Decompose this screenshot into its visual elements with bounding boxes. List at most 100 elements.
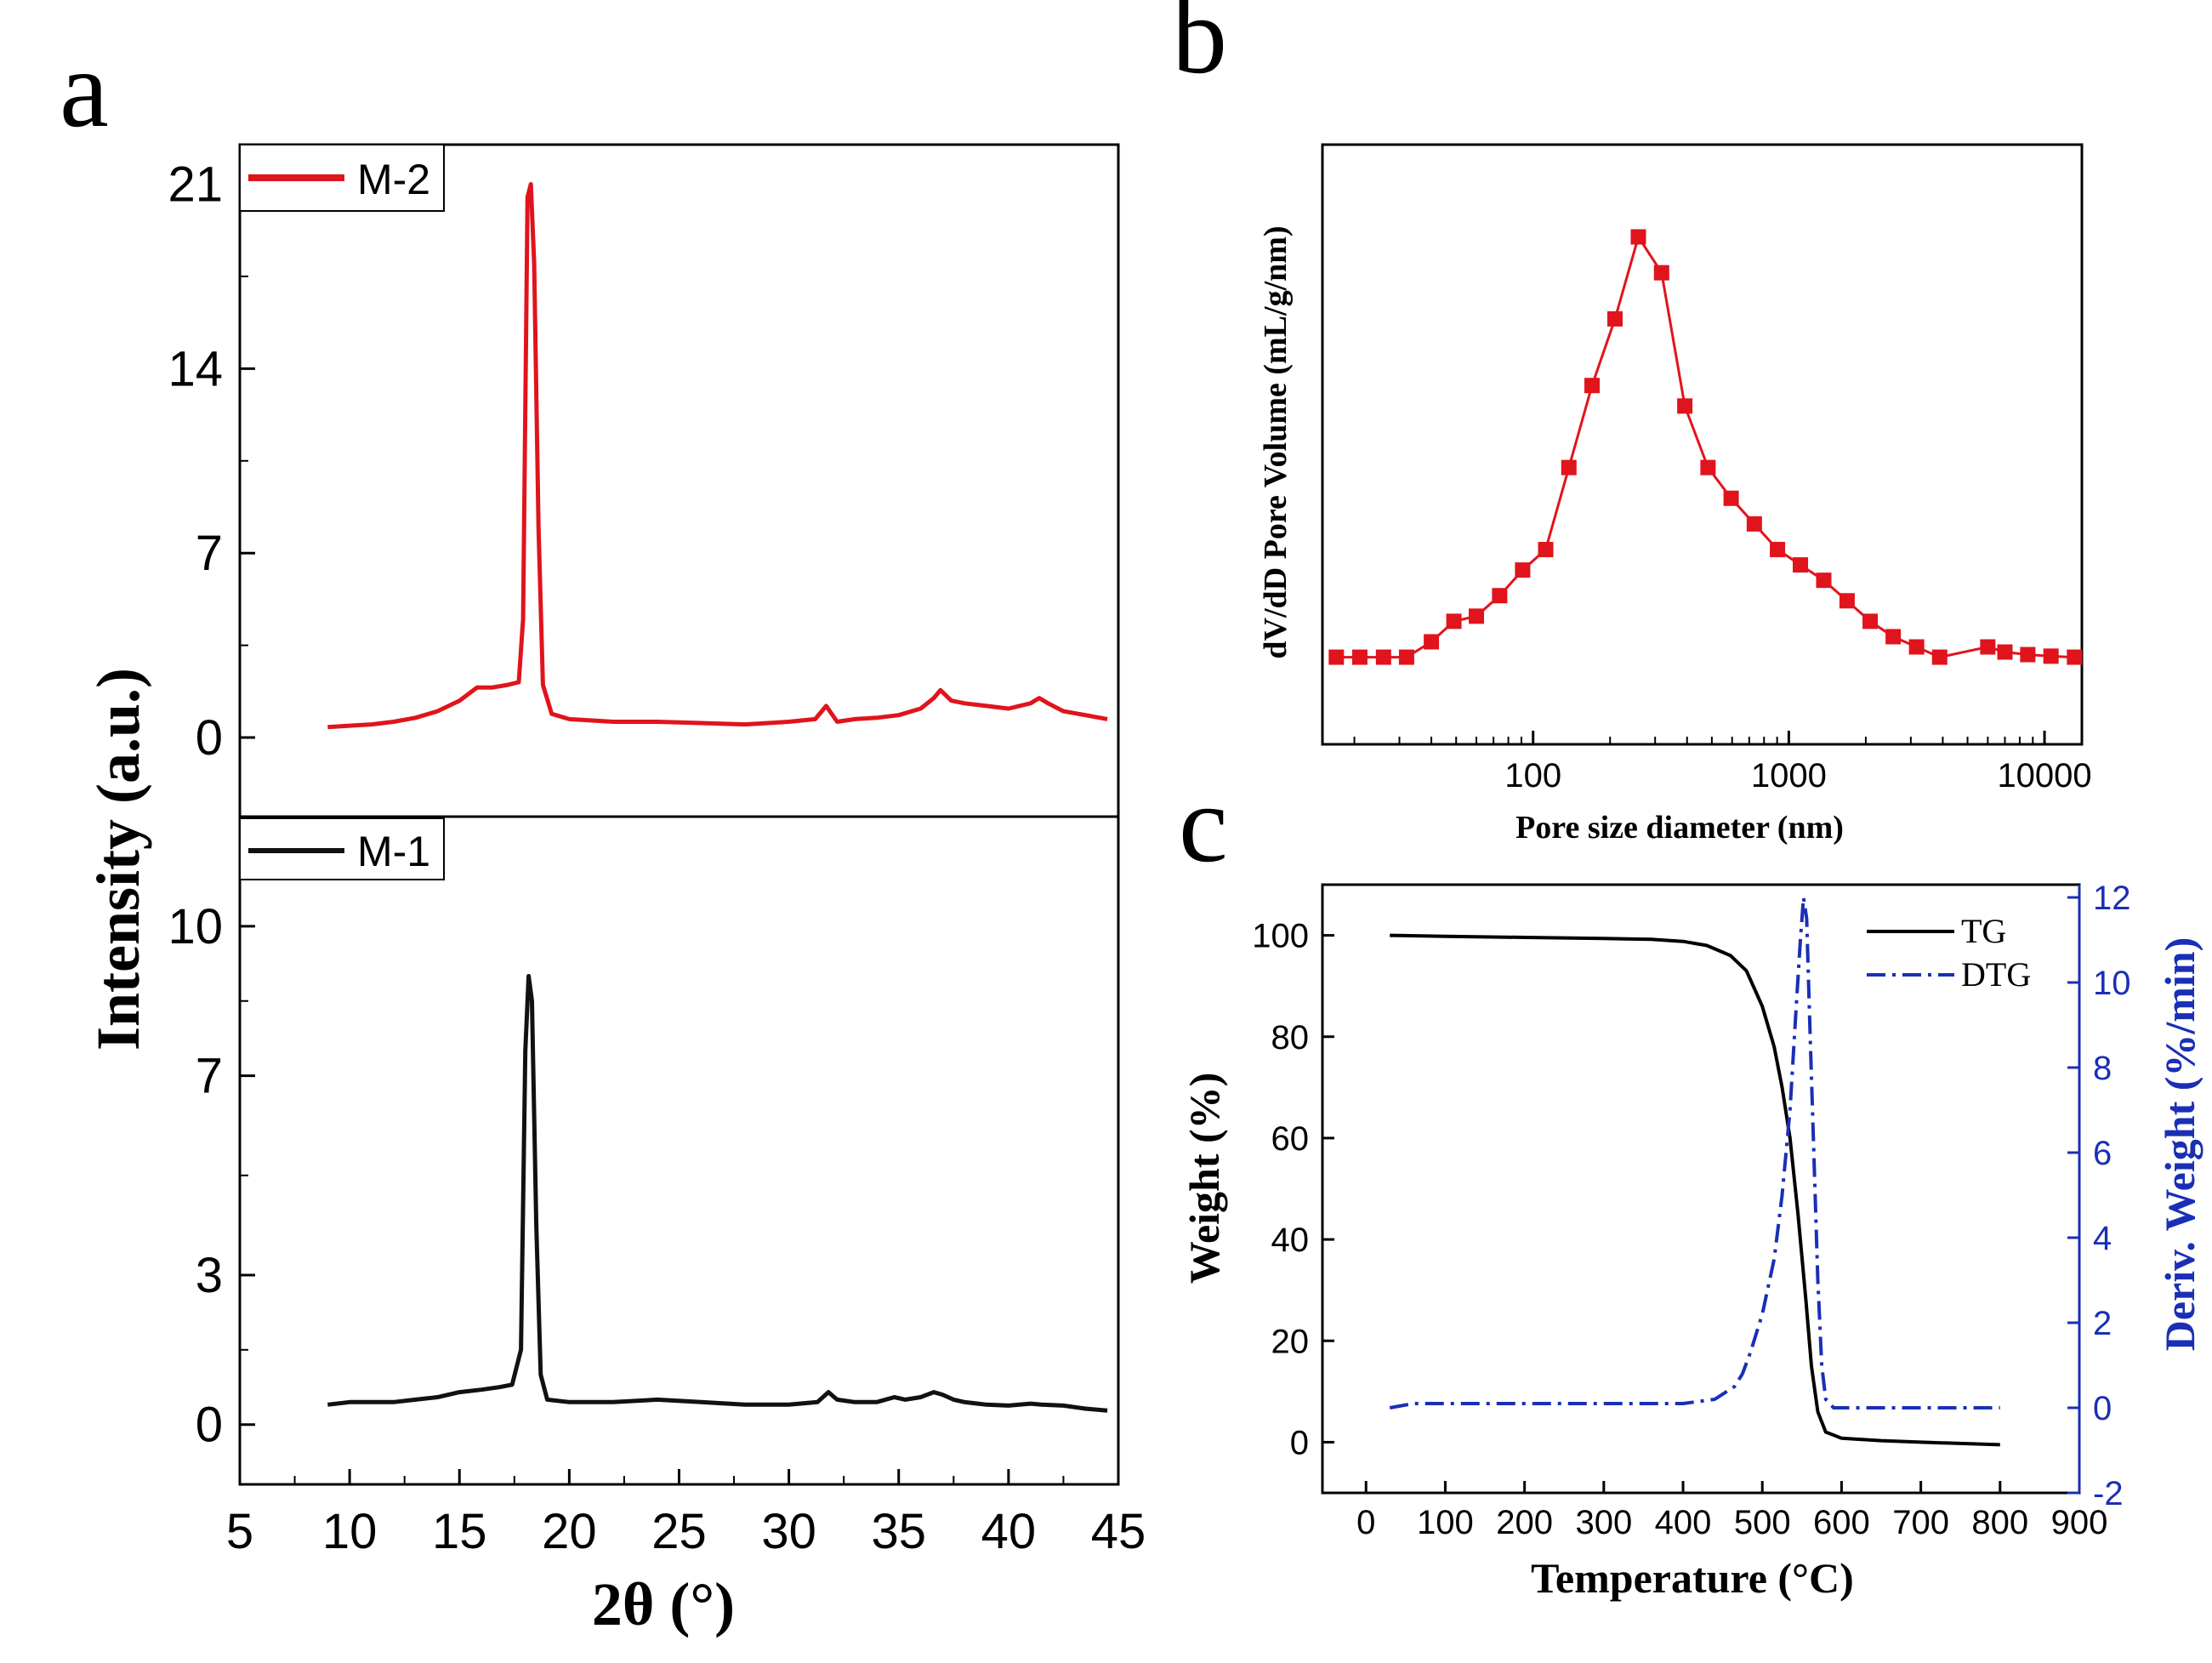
panel-a-bottom-frame <box>238 815 1120 1486</box>
data-point <box>1606 310 1623 327</box>
data-point <box>1561 459 1577 476</box>
panel-letter-b: b <box>1172 0 1227 97</box>
y-tick-label: 7 <box>196 1049 223 1104</box>
y-tick-label: 3 <box>196 1248 223 1303</box>
data-point <box>1446 613 1462 629</box>
data-point <box>1469 608 1485 624</box>
series-line-m-2 <box>327 182 1108 730</box>
x-tick-label: 10000 <box>1997 757 2091 794</box>
data-point <box>1492 588 1508 604</box>
data-point <box>1700 459 1716 476</box>
data-point <box>1630 229 1646 245</box>
x-tick-label: 600 <box>1813 1504 1870 1541</box>
data-point <box>1885 629 1902 645</box>
data-point <box>1653 265 1669 281</box>
chart-panel-b: 100 1000 10000 dV/dD Pore Volume (mL/g/nm)… <box>1258 143 2092 846</box>
legend-c: TG DTG <box>1867 912 2031 994</box>
x-tick-label: 500 <box>1734 1504 1791 1541</box>
y-tick-label: 10 <box>168 899 223 954</box>
x-tick-label: 10 <box>322 1504 378 1559</box>
panel-c-y-right-axis-label: Deriv. Weight (%/min) <box>2156 937 2203 1352</box>
data-point <box>1677 398 1693 414</box>
chart-panel-a: 0 7 14 21 0 3 7 10 5 10 15 20 25 30 35 40 45 M-2 M-1 Int… <box>84 143 1146 1638</box>
data-point <box>1424 634 1440 650</box>
data-point <box>1351 649 1368 665</box>
data-point <box>1584 378 1601 394</box>
data-point <box>1839 593 1855 609</box>
x-tick-label: 700 <box>1892 1504 1949 1541</box>
panel-letter-a: a <box>60 28 109 151</box>
legend-m1: M-1 <box>239 817 445 880</box>
data-point <box>1746 515 1762 532</box>
y-right-tick-label: -2 <box>2093 1475 2124 1512</box>
data-point <box>2020 646 2036 663</box>
panel-letter-c: c <box>1179 763 1228 886</box>
data-point <box>1816 572 1832 589</box>
data-point <box>1931 649 1948 665</box>
x-tick-label: 100 <box>1504 757 1561 794</box>
y-tick-label: 0 <box>196 710 223 766</box>
legend-tg-label: TG <box>1961 912 2006 950</box>
x-tick-label: 40 <box>981 1504 1037 1559</box>
panel-a-y-axis-label: Intensity (a.u.) <box>84 668 152 1051</box>
x-tick-label: 200 <box>1496 1504 1553 1541</box>
y-tick-label: 40 <box>1271 1222 1310 1259</box>
data-point <box>1997 644 2013 660</box>
x-tick-label: 1000 <box>1751 757 1827 794</box>
panel-b-frame <box>1321 143 2084 746</box>
panel-a-x-axis-label: 2θ (°) <box>592 1570 735 1638</box>
x-tick-label: 100 <box>1417 1504 1474 1541</box>
x-tick-label: 25 <box>651 1504 707 1559</box>
y-tick-label: 20 <box>1271 1323 1310 1360</box>
series-line-m-1 <box>327 974 1108 1413</box>
data-point <box>1538 542 1554 558</box>
data-point <box>1375 649 1391 665</box>
data-point <box>1862 613 1879 629</box>
data-point <box>2067 649 2083 665</box>
y-right-tick-label: 10 <box>2093 965 2131 1002</box>
y-right-tick-label: 8 <box>2093 1050 2112 1087</box>
y-tick-label: 60 <box>1271 1120 1310 1158</box>
series-line-dtg <box>1389 896 2000 1410</box>
x-tick-label: 0 <box>1356 1504 1375 1541</box>
y-tick-label: 14 <box>168 341 223 396</box>
y-right-tick-label: 0 <box>2093 1390 2112 1427</box>
data-point <box>1908 639 1925 655</box>
y-tick-label: 7 <box>196 526 223 581</box>
x-tick-label: 35 <box>871 1504 926 1559</box>
y-right-tick-label: 4 <box>2093 1220 2112 1257</box>
panel-c-x-axis-label: Temperature (°C) <box>1531 1554 1854 1602</box>
x-tick-label: 400 <box>1655 1504 1712 1541</box>
panel-b-y-axis-label: dV/dD Pore Volume (mL/g/nm) <box>1258 225 1294 658</box>
y-tick-label: 0 <box>196 1398 223 1453</box>
y-tick-label: 80 <box>1271 1019 1310 1056</box>
y-tick-label: 21 <box>168 157 223 212</box>
x-tick-label: 20 <box>542 1504 597 1559</box>
panel-b-x-axis-label: Pore size diameter (nm) <box>1515 810 1844 846</box>
data-point <box>1398 649 1414 665</box>
y-right-tick-label: 12 <box>2093 880 2131 917</box>
x-tick-label: 15 <box>432 1504 487 1559</box>
x-tick-label: 45 <box>1091 1504 1146 1559</box>
y-right-tick-label: 2 <box>2093 1305 2112 1342</box>
legend-m2-label: M-2 <box>357 156 430 203</box>
panel-c-y-axis-label: Weight (%) <box>1180 1073 1228 1284</box>
chart-panel-c: 0 100 200 300 400 500 600 700 800 900020406080100… <box>1180 880 2203 1602</box>
data-point <box>1770 542 1786 558</box>
data-point <box>1328 649 1345 665</box>
data-point <box>2043 648 2059 664</box>
x-tick-label: 5 <box>226 1504 253 1559</box>
y-tick-label: 0 <box>1290 1424 1309 1461</box>
series-line-tg <box>1390 933 2000 1447</box>
data-point <box>1723 490 1739 506</box>
x-tick-label: 300 <box>1575 1504 1632 1541</box>
panel-a-top-frame <box>238 143 1120 818</box>
x-tick-label: 30 <box>761 1504 816 1559</box>
legend-dtg-label: DTG <box>1961 955 2031 994</box>
legend-m2: M-2 <box>239 144 445 212</box>
x-tick-label: 900 <box>2051 1504 2108 1541</box>
series-line-pore-size <box>1336 233 2075 659</box>
legend-m1-label: M-1 <box>357 828 430 875</box>
x-tick-label: 800 <box>1971 1504 2028 1541</box>
